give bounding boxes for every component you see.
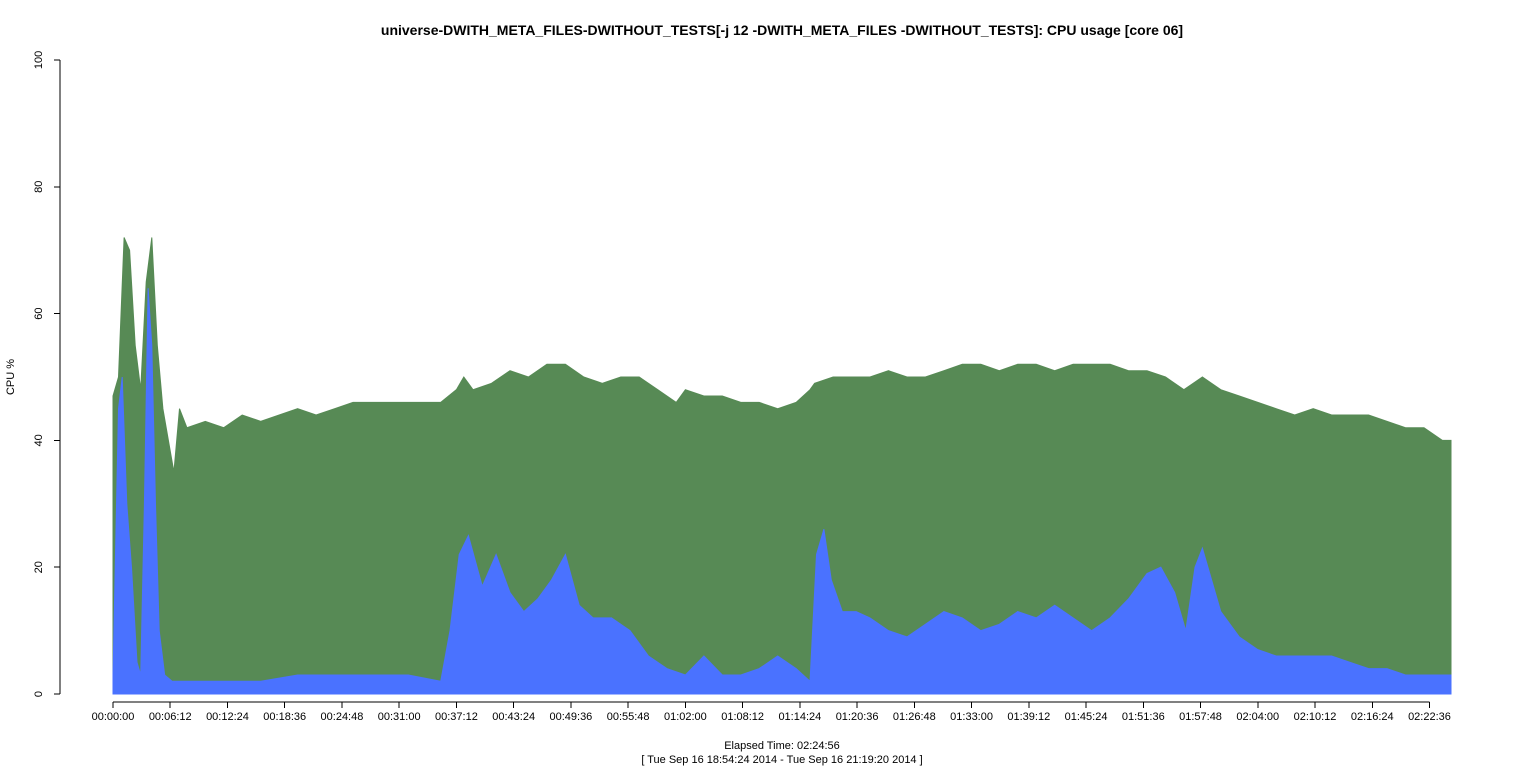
x-tick-label: 00:31:00 — [378, 711, 421, 723]
x-tick-label: 01:39:12 — [1007, 711, 1050, 723]
x-tick-label: 00:12:24 — [206, 711, 249, 723]
total-cpu-area — [112, 237, 1452, 695]
x-tick-label: 00:37:12 — [435, 711, 478, 723]
y-tick-label: 0 — [33, 691, 45, 697]
y-tick-label: 80 — [33, 181, 45, 193]
user-cpu-area — [112, 288, 1452, 695]
x-tick-label: 01:33:00 — [950, 711, 993, 723]
chart-title: universe-DWITH_META_FILES-DWITHOUT_TESTS… — [381, 22, 1183, 38]
total-cpu-series — [112, 237, 1452, 695]
x-axis-title: Elapsed Time: 02:24:56 — [724, 740, 840, 752]
x-tick-label: 01:45:24 — [1065, 711, 1108, 723]
x-tick-label: 00:55:48 — [607, 711, 650, 723]
x-tick-label: 02:22:36 — [1408, 711, 1451, 723]
x-tick-label: 01:02:00 — [664, 711, 707, 723]
x-tick-label: 01:08:12 — [721, 711, 764, 723]
y-tick-label: 100 — [33, 51, 45, 69]
x-tick-label: 00:00:00 — [92, 711, 135, 723]
x-axis: 00:00:00 00:06:12 00:12:24 00:18:36 00:24:48… — [92, 701, 1451, 723]
x-tick-label: 02:10:12 — [1294, 711, 1337, 723]
x-tick-label: 00:49:36 — [549, 711, 592, 723]
x-tick-label: 01:57:48 — [1179, 711, 1222, 723]
x-tick-label: 02:16:24 — [1351, 711, 1394, 723]
x-tick-label: 01:51:36 — [1122, 711, 1165, 723]
user-cpu-series — [112, 288, 1452, 695]
x-tick-label: 00:06:12 — [149, 711, 192, 723]
x-tick-label: 01:14:24 — [778, 711, 821, 723]
x-axis-subtitle: [ Tue Sep 16 18:54:24 2014 - Tue Sep 16 … — [641, 754, 922, 766]
x-tick-label: 01:20:36 — [836, 711, 879, 723]
x-tick-label: 01:26:48 — [893, 711, 936, 723]
plot-area — [112, 237, 1452, 695]
y-axis: 0 20 40 60 80 100 — [33, 51, 61, 697]
x-tick-label: 02:04:00 — [1236, 711, 1279, 723]
y-axis-title: CPU % — [5, 359, 17, 395]
x-tick-label: 00:24:48 — [321, 711, 364, 723]
y-tick-label: 20 — [33, 561, 45, 573]
y-tick-label: 40 — [33, 434, 45, 446]
x-tick-label: 00:18:36 — [263, 711, 306, 723]
y-tick-label: 60 — [33, 307, 45, 319]
x-tick-label: 00:43:24 — [492, 711, 535, 723]
